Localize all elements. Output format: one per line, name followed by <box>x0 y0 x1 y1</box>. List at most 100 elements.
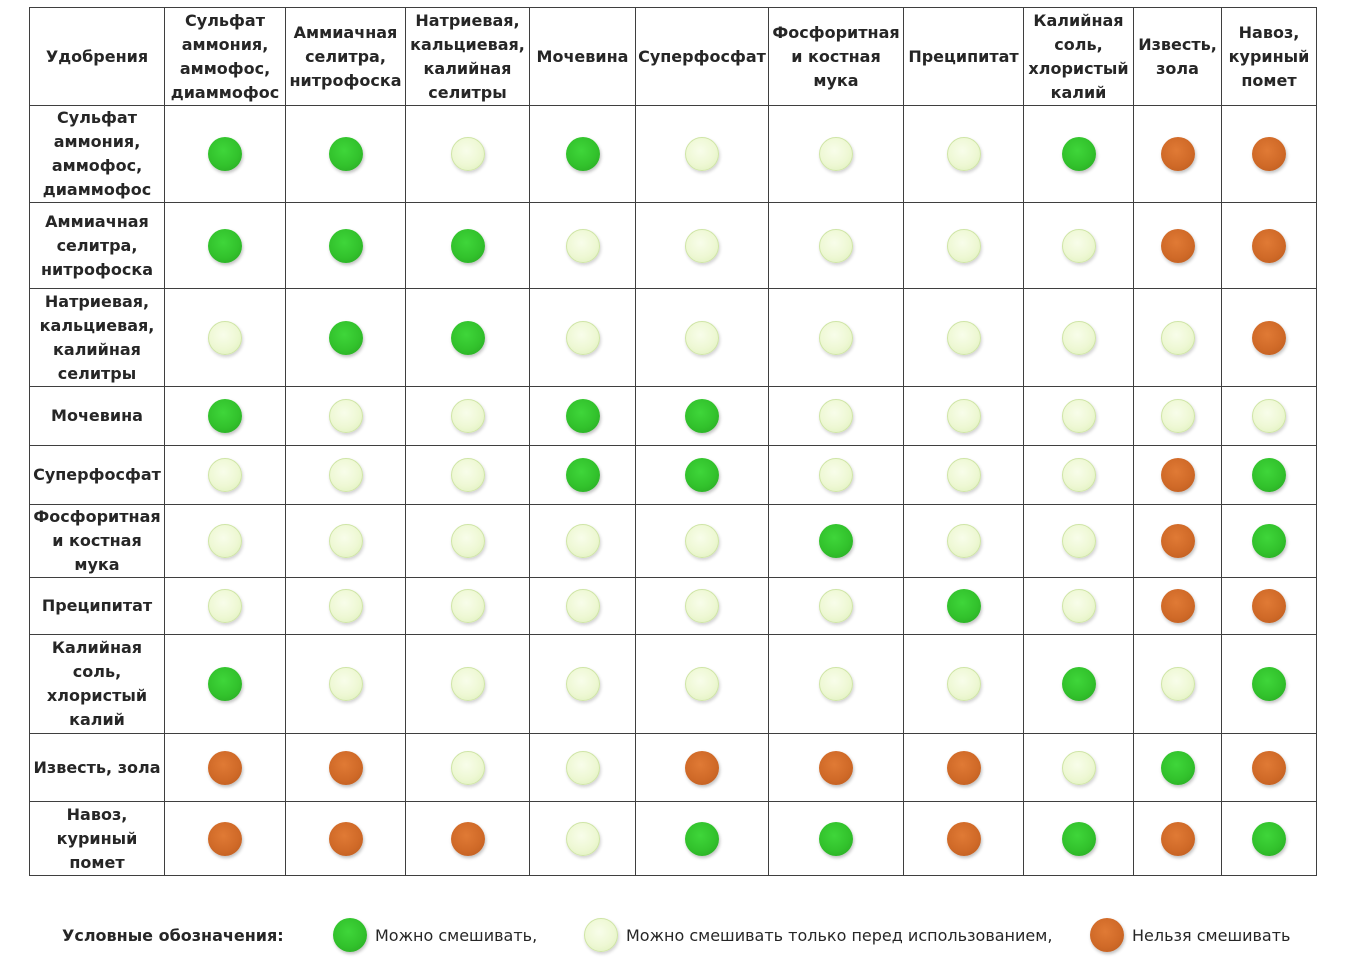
compat-marker-mix-before-use <box>450 137 485 171</box>
compat-marker-mix-before-use <box>565 821 600 856</box>
table-cell <box>635 504 769 578</box>
compat-marker-not-mixable <box>819 750 853 785</box>
table-cell <box>1023 288 1134 387</box>
table-cell <box>529 445 636 505</box>
row-header-label: Калийная соль, хлористый калий <box>46 638 148 729</box>
table-cell <box>529 386 636 446</box>
table-row: Калийная соль, хлористый калий <box>29 634 1317 734</box>
column-header-label: Суперфосфат <box>638 46 766 66</box>
compat-marker-not-mixable <box>208 750 242 785</box>
table-row: Аммиачная селитра, нитрофоска <box>29 202 1317 289</box>
compat-marker-mix-before-use <box>1160 667 1195 701</box>
column-header: Калийная соль, хлористый калий <box>1023 7 1134 106</box>
compat-marker-not-mixable <box>946 750 981 785</box>
column-header: Натриевая, кальциевая, калийная селитры <box>405 7 530 106</box>
compat-marker-mixable <box>685 399 719 433</box>
compat-marker-mixable <box>1252 524 1286 558</box>
compat-marker-mix-before-use <box>450 750 485 785</box>
table-cell <box>405 801 530 876</box>
table-cell <box>164 288 286 387</box>
row-header-label: Мочевина <box>51 406 143 425</box>
table-cell <box>164 504 286 578</box>
table-cell <box>1023 202 1134 289</box>
table-cell <box>405 577 530 635</box>
row-header-label: Навоз, куриный помет <box>56 804 138 872</box>
table-cell <box>635 105 769 203</box>
table-cell <box>768 202 904 289</box>
compat-marker-not-mixable <box>1160 524 1195 558</box>
table-cell <box>1023 577 1134 635</box>
compat-marker-mix-before-use <box>946 320 981 355</box>
row-header: Калийная соль, хлористый калий <box>29 634 165 734</box>
table-row: Навоз, куриный помет <box>29 801 1317 876</box>
column-header-label: Навоз, куриный помет <box>1228 22 1310 90</box>
compat-marker-mix-before-use <box>208 320 242 355</box>
table-cell <box>1023 386 1134 446</box>
table-cell <box>635 733 769 802</box>
table-cell <box>768 445 904 505</box>
legend-label-yes: Можно смешивать, <box>375 926 538 945</box>
table-cell <box>768 105 904 203</box>
table-cell <box>529 801 636 876</box>
legend-label-no: Нельзя смешивать <box>1132 926 1291 945</box>
compat-marker-mix-before-use <box>450 524 485 558</box>
table-cell <box>285 733 406 802</box>
compat-marker-mix-before-use <box>946 399 981 433</box>
table-cell <box>285 504 406 578</box>
table-cell <box>635 202 769 289</box>
table-row: Фосфоритная и костная мука <box>29 504 1317 578</box>
compat-marker-mix-before-use <box>328 589 363 623</box>
table-cell <box>768 577 904 635</box>
row-header: Фосфоритная и костная мука <box>29 504 165 578</box>
row-header: Суперфосфат <box>29 445 165 505</box>
compat-marker-mix-before-use <box>1061 399 1096 433</box>
compat-marker-mix-before-use <box>685 228 719 263</box>
table-cell <box>405 202 530 289</box>
compat-marker-mix-before-use <box>1252 399 1286 433</box>
table-cell <box>1221 386 1317 446</box>
table-cell <box>285 445 406 505</box>
table-cell <box>529 288 636 387</box>
table-cell <box>1221 733 1317 802</box>
table-cell <box>1221 445 1317 505</box>
table-cell <box>903 733 1024 802</box>
compat-marker-mix-before-use <box>450 667 485 701</box>
compat-marker-mix-before-use <box>328 458 363 492</box>
compat-marker-not-mixable <box>328 750 363 785</box>
column-header-label: Мочевина <box>536 46 629 66</box>
table-cell <box>164 634 286 734</box>
table-cell <box>529 202 636 289</box>
compat-marker-mix-before-use <box>1061 458 1096 492</box>
column-header-label: Фосфоритная и костная мука <box>772 22 900 90</box>
legend-swatch-before <box>584 918 618 952</box>
compatibility-table: Удобрения Сульфат аммония, аммофос, диамм… <box>29 7 1317 876</box>
table-row: Суперфосфат <box>29 445 1317 505</box>
table-cell <box>903 801 1024 876</box>
table-row: Сульфат аммония, аммофос, диаммофос <box>29 105 1317 203</box>
compat-marker-not-mixable <box>1252 320 1286 355</box>
compat-marker-mixable <box>946 589 981 623</box>
table-row: Известь, зола <box>29 733 1317 802</box>
table-cell <box>903 504 1024 578</box>
table-cell <box>635 288 769 387</box>
table-cell <box>768 801 904 876</box>
row-header-label: Известь, зола <box>33 757 161 777</box>
table-cell <box>1221 801 1317 876</box>
compat-marker-mix-before-use <box>565 667 600 701</box>
compat-marker-mix-before-use <box>565 228 600 263</box>
compat-marker-mix-before-use <box>328 399 363 433</box>
compat-marker-mix-before-use <box>328 524 363 558</box>
compat-marker-mixable <box>450 228 485 263</box>
row-header: Преципитат <box>29 577 165 635</box>
compat-marker-mixable <box>1061 821 1096 856</box>
table-cell <box>768 386 904 446</box>
compat-marker-mixable <box>1252 458 1286 492</box>
compat-marker-mix-before-use <box>328 667 363 701</box>
table-cell <box>1133 504 1222 578</box>
compat-marker-mix-before-use <box>1061 750 1096 785</box>
table-cell <box>635 634 769 734</box>
compat-marker-mix-before-use <box>565 750 600 785</box>
compat-marker-mixable <box>208 137 242 171</box>
table-cell <box>768 504 904 578</box>
